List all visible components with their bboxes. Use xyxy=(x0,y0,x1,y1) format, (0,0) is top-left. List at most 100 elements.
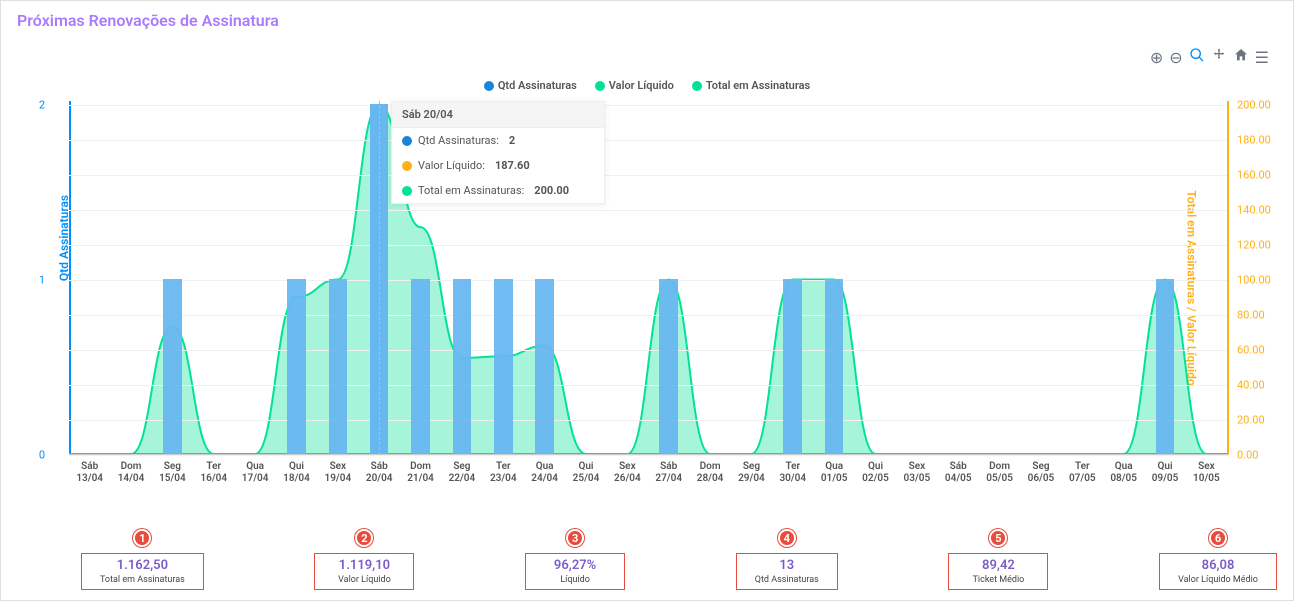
card: Próximas Renovações de Assinatura ⊕ ⊖ ☰ … xyxy=(0,0,1294,601)
bar[interactable] xyxy=(411,279,430,454)
grid-line xyxy=(69,315,1227,316)
bar[interactable] xyxy=(329,279,348,454)
summary-value: 1.162,50 xyxy=(100,558,185,573)
tooltip-value: 2 xyxy=(509,134,515,147)
y-tick-label: 100.00 xyxy=(1237,274,1271,287)
summary-label: Qtd Assinaturas xyxy=(755,575,819,585)
y-tick-label: 200.00 xyxy=(1237,99,1271,112)
tooltip-row: Total em Assinaturas:200.00 xyxy=(392,178,604,203)
grid-line xyxy=(69,385,1227,386)
grid-line xyxy=(69,420,1227,421)
summary-label: Valor Líquido xyxy=(333,575,395,585)
grid-line xyxy=(69,455,1227,456)
bar[interactable] xyxy=(535,279,554,454)
y-tick-label: 180.00 xyxy=(1237,134,1271,147)
bar[interactable] xyxy=(825,279,844,454)
x-tick-label: Qua01/05 xyxy=(813,461,854,485)
y-tick-label: 60.00 xyxy=(1237,344,1265,357)
y-tick-label: 160.00 xyxy=(1237,169,1271,182)
summary-badge: 1 xyxy=(133,529,151,547)
tooltip-label: Qtd Assinaturas: xyxy=(418,134,499,147)
summary-value: 96,27% xyxy=(544,558,606,573)
chart-toolbar: ⊕ ⊖ ☰ xyxy=(1150,47,1269,67)
grid-line xyxy=(69,245,1227,246)
summary-label: Valor Líquido Médio xyxy=(1178,575,1258,585)
tooltip-label: Total em Assinaturas: xyxy=(418,184,524,197)
zoom-in-icon[interactable]: ⊕ xyxy=(1150,48,1163,67)
pan-icon[interactable] xyxy=(1211,47,1227,67)
y-tick-label: 40.00 xyxy=(1237,379,1265,392)
summary-box: 86,08 Valor Líquido Médio xyxy=(1159,553,1277,590)
summary-label: Líquido xyxy=(544,575,606,585)
tooltip-row: Qtd Assinaturas: 2 xyxy=(392,128,604,153)
summary-badge: 3 xyxy=(566,529,584,547)
crosshair xyxy=(379,101,380,455)
grid-line xyxy=(69,210,1227,211)
tooltip-dot-icon xyxy=(402,136,412,146)
x-tick-label: Qua08/05 xyxy=(1103,461,1144,485)
x-tick-label: Seg06/05 xyxy=(1020,461,1061,485)
y-tick-label: 20.00 xyxy=(1237,414,1265,427)
summary-box: 13 Qtd Assinaturas xyxy=(736,553,838,590)
summary-value: 13 xyxy=(755,558,819,573)
y-tick-label: 80.00 xyxy=(1237,309,1265,322)
summary-label: Total em Assinaturas xyxy=(100,575,185,585)
legend: Qtd Assinaturas Valor Líquido Total em Ass… xyxy=(1,79,1293,92)
summary-box: 96,27% Líquido xyxy=(525,553,625,590)
bar[interactable] xyxy=(1156,279,1175,454)
summary-item: 4 13 Qtd Assinaturas xyxy=(736,527,838,591)
summary-item: 6 86,08 Valor Líquido Médio xyxy=(1159,527,1277,591)
grid-line xyxy=(69,105,1227,106)
x-tick-label: Qui18/04 xyxy=(276,461,317,485)
tooltip-dot-icon xyxy=(402,161,412,171)
x-tick-label: Sex26/04 xyxy=(607,461,648,485)
x-tick-label: Sex19/04 xyxy=(317,461,358,485)
legend-item[interactable]: Total em Assinaturas xyxy=(692,79,810,92)
y-tick-label: 0 xyxy=(39,449,45,462)
x-tick-label: Sex03/05 xyxy=(896,461,937,485)
legend-item[interactable]: Valor Líquido xyxy=(595,79,674,92)
x-tick-label: Qui09/05 xyxy=(1144,461,1185,485)
menu-icon[interactable]: ☰ xyxy=(1255,48,1269,67)
x-tick-label: Qua24/04 xyxy=(524,461,565,485)
bar[interactable] xyxy=(453,279,472,454)
bar[interactable] xyxy=(494,279,513,454)
chart-area[interactable] xyxy=(69,101,1227,455)
bar[interactable] xyxy=(287,279,306,454)
bar[interactable] xyxy=(783,279,802,454)
x-tick-label: Dom28/04 xyxy=(689,461,730,485)
legend-dot-icon xyxy=(595,81,605,91)
grid-line xyxy=(69,350,1227,351)
legend-item[interactable]: Qtd Assinaturas xyxy=(484,79,577,92)
bar[interactable] xyxy=(659,279,678,454)
bar[interactable] xyxy=(163,279,182,454)
zoom-icon[interactable] xyxy=(1189,47,1205,67)
x-tick-label: Ter16/04 xyxy=(193,461,234,485)
x-tick-label: Qui25/04 xyxy=(565,461,606,485)
tooltip-label: Valor Líquido: xyxy=(418,159,485,172)
legend-label: Qtd Assinaturas xyxy=(498,79,577,92)
summary-label: Ticket Médio xyxy=(967,575,1029,585)
x-tick-label: Ter30/04 xyxy=(772,461,813,485)
tooltip-title: Sáb 20/04 xyxy=(392,102,604,128)
tooltip: Sáb 20/04 Qtd Assinaturas: 2 Valor Líquido… xyxy=(391,101,605,204)
summary-box: 89,42 Ticket Médio xyxy=(948,553,1048,590)
x-tick-label: Seg29/04 xyxy=(731,461,772,485)
zoom-out-icon[interactable]: ⊖ xyxy=(1169,48,1182,67)
y-tick-label: 1 xyxy=(39,274,45,287)
home-icon[interactable] xyxy=(1233,47,1249,67)
legend-dot-icon xyxy=(484,81,494,91)
summary-item: 5 89,42 Ticket Médio xyxy=(948,527,1048,591)
summary-value: 86,08 xyxy=(1178,558,1258,573)
chart-title: Próximas Renovações de Assinatura xyxy=(17,11,1277,30)
y-tick-label: 2 xyxy=(39,99,45,112)
y-right-axis-line xyxy=(1227,101,1229,455)
y-tick-label: 120.00 xyxy=(1237,239,1271,252)
summary-box: 1.162,50 Total em Assinaturas xyxy=(81,553,204,590)
tooltip-dot-icon xyxy=(402,186,412,196)
summary-item: 1 1.162,50 Total em Assinaturas xyxy=(81,527,204,591)
summary-box: 1.119,10 Valor Líquido xyxy=(314,553,414,590)
grid-line xyxy=(69,280,1227,281)
x-tick-label: Sáb27/04 xyxy=(648,461,689,485)
summary-item: 2 1.119,10 Valor Líquido xyxy=(314,527,414,591)
